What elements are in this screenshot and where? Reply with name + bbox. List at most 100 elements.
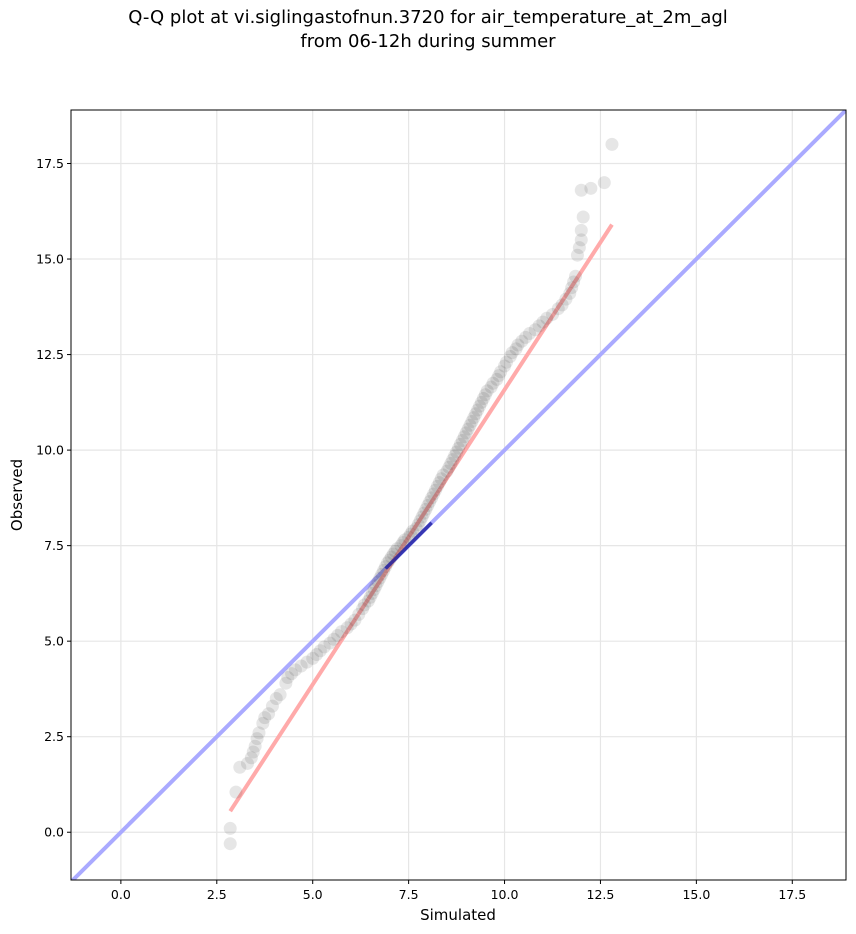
data-point (597, 176, 611, 190)
data-point (310, 648, 324, 662)
data-point (572, 241, 586, 255)
data-point (411, 518, 425, 532)
data-point (419, 502, 433, 516)
data-point (371, 575, 385, 589)
data-point (294, 659, 308, 673)
lines (71, 110, 846, 880)
data-point (369, 579, 383, 593)
data-point (381, 556, 395, 570)
data-point (499, 355, 513, 369)
data-point (334, 625, 348, 639)
data-point (569, 269, 583, 283)
data-point (281, 670, 295, 684)
data-point (442, 460, 456, 474)
data-point (509, 342, 523, 356)
data-point (288, 663, 302, 677)
data-point (452, 441, 465, 455)
data-point (265, 699, 279, 713)
chart-title: Q-Q plot at vi.siglingastofnun.3720 for … (128, 7, 728, 28)
data-point (279, 676, 293, 690)
data-point (490, 372, 504, 386)
data-point (584, 181, 598, 195)
data-point (358, 598, 372, 612)
data-point (475, 395, 489, 409)
data-point (515, 334, 529, 348)
data-point (313, 644, 327, 658)
grid (71, 110, 846, 880)
data-point (246, 745, 260, 759)
data-point (423, 495, 437, 509)
data-point (240, 756, 254, 770)
data-point (476, 392, 490, 406)
x-tick-label: 5.0 (303, 887, 323, 902)
data-point (469, 407, 483, 421)
data-point (244, 751, 258, 765)
y-tick-label: 15.0 (36, 252, 64, 267)
data-point (467, 411, 481, 425)
data-point (415, 510, 429, 524)
fit-line (228, 223, 614, 813)
data-point (448, 449, 462, 463)
data-point (427, 487, 441, 501)
data-point (323, 636, 337, 650)
data-point (457, 430, 471, 444)
data-point (519, 330, 533, 344)
data-point (574, 183, 588, 197)
data-point (258, 711, 272, 725)
axis-ticks: 0.0 2.5 5.0 7.5 10.0 12.5 15.0 17.5 0.0 2.5 5.0 7.5… (36, 156, 806, 902)
data-point (417, 506, 431, 520)
data-point (317, 640, 331, 654)
data-point (492, 369, 506, 383)
central-overlap-line (384, 521, 433, 570)
data-point (348, 613, 362, 627)
data-point (434, 472, 448, 486)
data-point (532, 319, 546, 333)
data-point (536, 315, 550, 329)
data-point (453, 437, 467, 451)
data-point (494, 365, 508, 379)
data-point (473, 399, 487, 413)
data-point (375, 567, 389, 581)
data-point (471, 403, 485, 417)
data-point (300, 655, 314, 669)
data-point (563, 286, 577, 300)
data-point (428, 483, 442, 497)
data-point (574, 223, 588, 237)
data-point (511, 338, 525, 352)
data-point (465, 414, 479, 428)
data-point (223, 821, 237, 835)
data-point (432, 476, 446, 490)
data-point (250, 732, 264, 746)
data-point (223, 837, 237, 851)
data-point (425, 491, 439, 505)
data-point (440, 464, 454, 478)
data-point (559, 292, 573, 306)
y-tick-label: 7.5 (44, 538, 64, 553)
data-point (480, 384, 494, 398)
data-point (436, 468, 450, 482)
data-point (273, 688, 287, 702)
data-point (262, 707, 276, 721)
data-point (256, 716, 270, 730)
x-tick-label: 2.5 (207, 887, 227, 902)
data-point (233, 760, 247, 774)
data-point (269, 691, 283, 705)
data-point (461, 422, 475, 436)
data-point (409, 521, 423, 535)
data-point (450, 445, 464, 459)
reference-line (71, 110, 846, 880)
data-point (367, 583, 381, 597)
x-tick-label: 7.5 (399, 887, 419, 902)
y-tick-label: 10.0 (36, 443, 64, 458)
data-point (459, 426, 473, 440)
data-point (363, 590, 377, 604)
data-point (430, 479, 444, 493)
x-tick-label: 0.0 (111, 887, 131, 902)
data-point (540, 311, 554, 325)
x-axis-label: Simulated (420, 906, 496, 924)
data-point (352, 607, 366, 621)
data-point (522, 327, 536, 341)
data-point (306, 651, 320, 665)
data-point (565, 281, 579, 295)
